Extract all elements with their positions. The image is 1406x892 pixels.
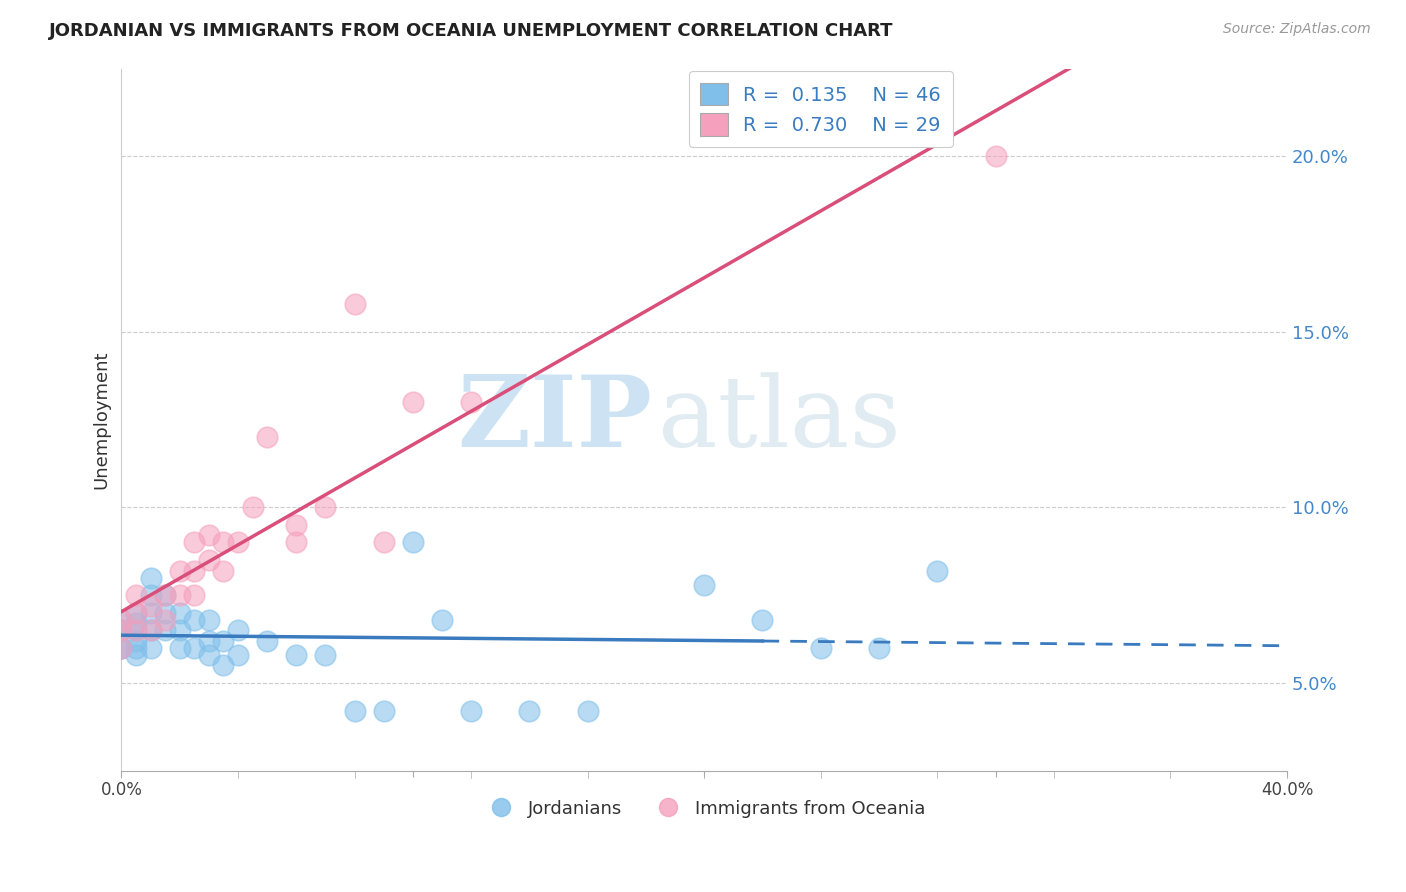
Point [343, 704, 366, 718]
Point [373, 535, 395, 549]
Point [212, 658, 235, 673]
Point [984, 149, 1007, 163]
Point [125, 624, 148, 638]
Point [169, 564, 191, 578]
Point [212, 564, 235, 578]
Point [169, 640, 191, 655]
Point [256, 430, 278, 444]
Point [927, 564, 949, 578]
Point [285, 535, 308, 549]
Point [430, 613, 453, 627]
Point [242, 500, 264, 515]
Point [373, 704, 395, 718]
Point [153, 588, 176, 602]
Point [314, 500, 336, 515]
Point [125, 616, 148, 631]
Point [198, 633, 221, 648]
Point [693, 577, 716, 591]
Point [285, 648, 308, 662]
Point [153, 588, 176, 602]
Point [110, 624, 132, 638]
Point [125, 588, 148, 602]
Point [169, 624, 191, 638]
Point [226, 648, 249, 662]
Point [576, 704, 599, 718]
Point [751, 613, 773, 627]
Point [198, 613, 221, 627]
Point [110, 624, 132, 638]
Point [212, 633, 235, 648]
Point [139, 571, 162, 585]
Point [226, 624, 249, 638]
Point [183, 535, 205, 549]
Text: atlas: atlas [658, 372, 900, 467]
Point [125, 606, 148, 620]
Point [810, 640, 832, 655]
Point [139, 624, 162, 638]
Point [285, 517, 308, 532]
Point [183, 613, 205, 627]
Text: Source: ZipAtlas.com: Source: ZipAtlas.com [1223, 22, 1371, 37]
Text: ZIP: ZIP [457, 371, 652, 468]
Point [314, 648, 336, 662]
Point [153, 613, 176, 627]
Point [212, 535, 235, 549]
Point [169, 588, 191, 602]
Point [125, 640, 148, 655]
Point [125, 606, 148, 620]
Point [139, 606, 162, 620]
Point [153, 606, 176, 620]
Point [125, 624, 148, 638]
Point [110, 624, 132, 638]
Point [139, 624, 162, 638]
Point [183, 564, 205, 578]
Point [198, 553, 221, 567]
Point [198, 528, 221, 542]
Text: JORDANIAN VS IMMIGRANTS FROM OCEANIA UNEMPLOYMENT CORRELATION CHART: JORDANIAN VS IMMIGRANTS FROM OCEANIA UNE… [49, 22, 894, 40]
Point [868, 640, 890, 655]
Point [125, 633, 148, 648]
Point [110, 640, 132, 655]
Point [343, 297, 366, 311]
Point [139, 588, 162, 602]
Point [169, 606, 191, 620]
Point [460, 704, 482, 718]
Y-axis label: Unemployment: Unemployment [93, 351, 110, 489]
Point [110, 613, 132, 627]
Point [153, 624, 176, 638]
Point [125, 648, 148, 662]
Point [139, 599, 162, 613]
Point [256, 633, 278, 648]
Point [110, 640, 132, 655]
Point [226, 535, 249, 549]
Point [198, 648, 221, 662]
Point [402, 395, 425, 409]
Point [183, 640, 205, 655]
Point [110, 613, 132, 627]
Point [139, 640, 162, 655]
Point [183, 588, 205, 602]
Point [402, 535, 425, 549]
Point [110, 640, 132, 655]
Point [460, 395, 482, 409]
Point [519, 704, 541, 718]
Legend: Jordanians, Immigrants from Oceania: Jordanians, Immigrants from Oceania [477, 792, 932, 825]
